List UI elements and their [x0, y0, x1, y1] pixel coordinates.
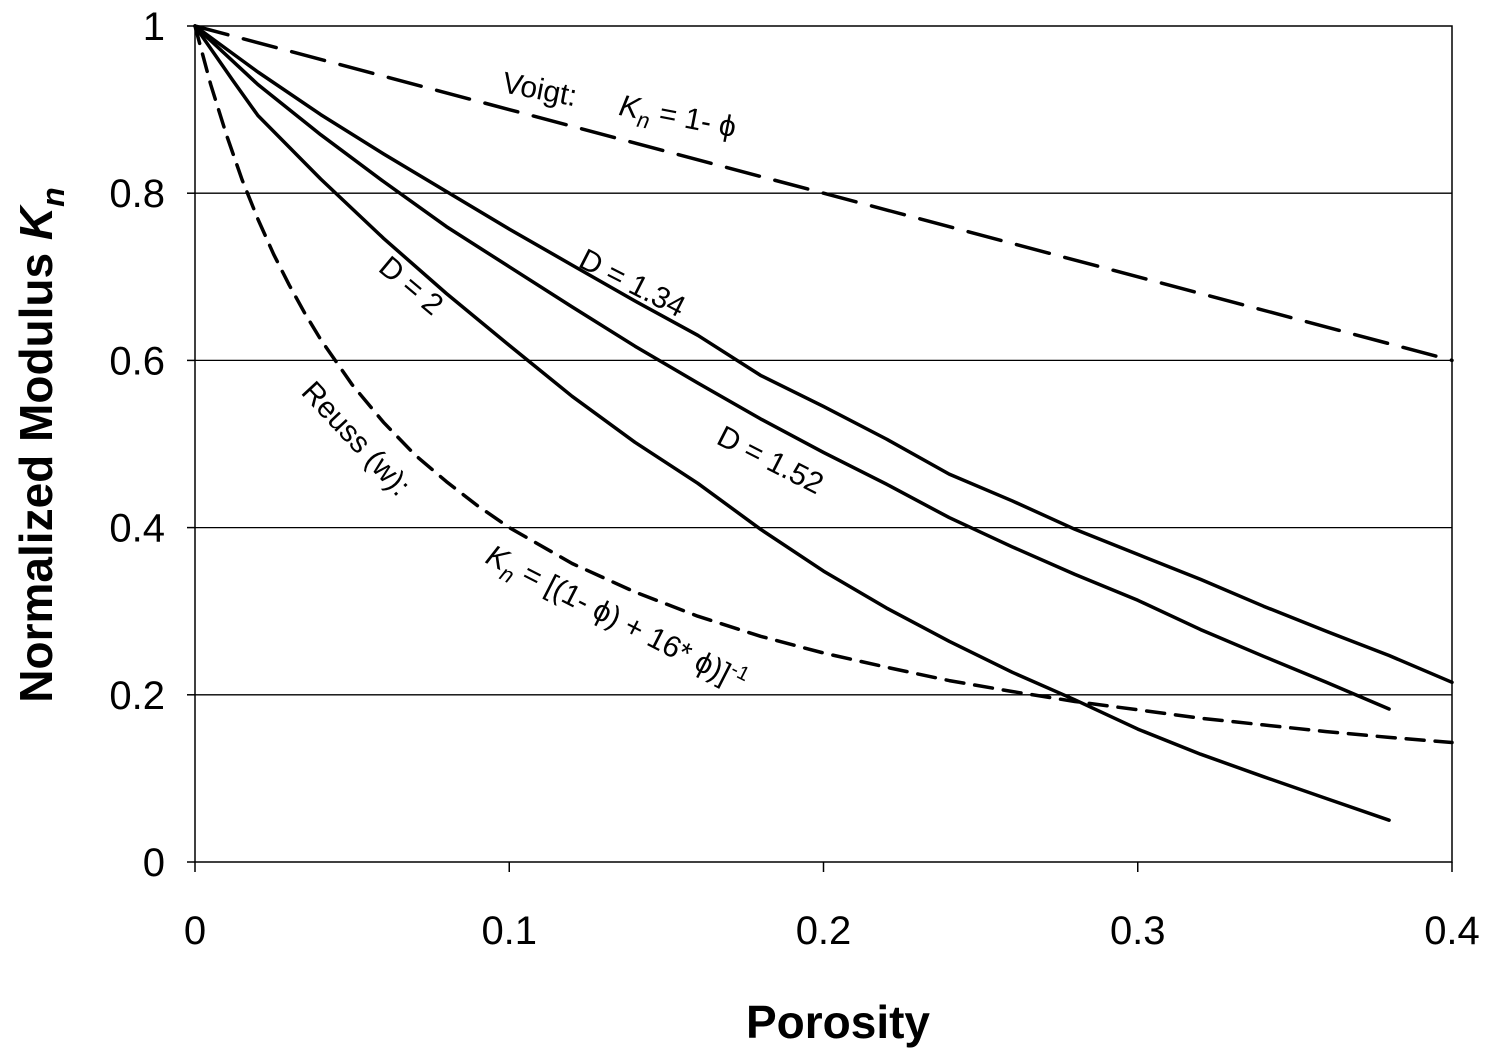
label-d134: D = 1.34	[574, 243, 691, 324]
x-axis-title: Porosity	[746, 996, 930, 1048]
y-tick-label-0: 0	[143, 841, 165, 885]
x-tick-label-2: 0.2	[796, 909, 852, 953]
voigt-label: Voigt:	[500, 66, 580, 113]
y-axis-title-main: Normalized Modulus	[10, 240, 62, 703]
voigt-eq-rest: = 1- ϕ	[648, 95, 739, 144]
y-axis-title-subscript: n	[35, 187, 71, 207]
y-tick-label-5: 1	[143, 5, 165, 49]
x-tick-label-4: 0.4	[1424, 909, 1480, 953]
series-line-d-1-52	[193, 24, 1391, 711]
voigt-annotation: Voigt: Kn = 1- ϕ	[499, 66, 739, 150]
y-axis-title: Normalized Modulus Kn	[10, 187, 71, 702]
series-line-voigt	[193, 24, 1454, 363]
y-tick-label-3: 0.6	[109, 339, 165, 383]
reuss-eq-rest: = [(1- ϕ) + 16* ϕ)]	[510, 553, 736, 690]
x-tick-label-0: 0	[184, 909, 206, 953]
y-axis-title-symbol: K	[10, 204, 62, 240]
x-tick-label-3: 0.3	[1110, 909, 1166, 953]
y-tick-label-1: 0.2	[109, 674, 165, 718]
y-tick-label-4: 0.8	[109, 172, 165, 216]
y-tick-label-2: 0.4	[109, 507, 165, 551]
series-line-d-2	[193, 24, 1391, 822]
series-line-d-1-34	[193, 24, 1454, 685]
voigt-eq-subscript: n	[635, 107, 652, 134]
label-d152: D = 1.52	[712, 420, 829, 501]
series-line-reuss-w	[193, 24, 1454, 745]
series-layer	[193, 24, 1454, 822]
tick-labels: 0 0.2 0.4 0.6 0.8 1 0 0.1 0.2 0.3 0.4	[109, 5, 1479, 953]
x-tick-label-1: 0.1	[481, 909, 537, 953]
